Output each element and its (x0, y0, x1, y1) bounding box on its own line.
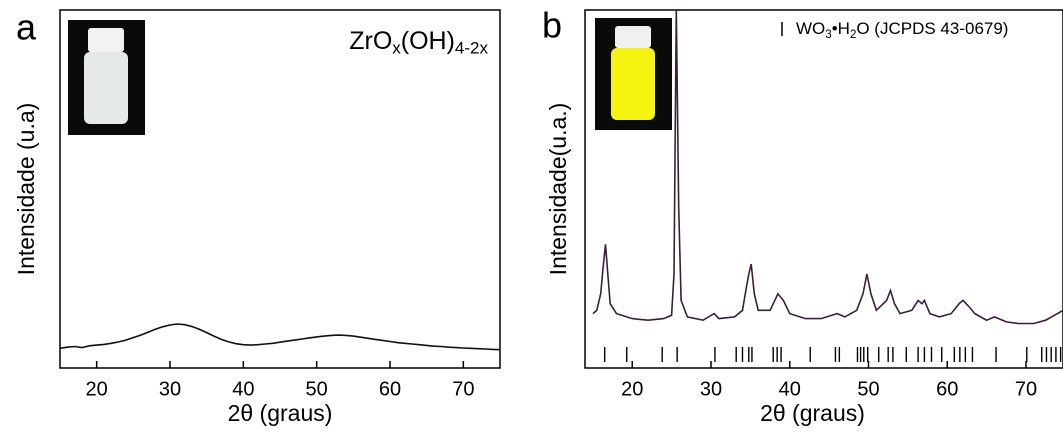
annotation-subscript: 3 (825, 29, 831, 41)
x-tick-label: 30 (700, 378, 722, 400)
x-tick-label: 70 (1015, 378, 1037, 400)
x-axis-title: 2θ (graus) (760, 400, 865, 426)
xrd-curve (592, 9, 1063, 325)
xrd-curve (59, 323, 501, 351)
annotation: WO3•H2O (JCPDS 43-0679) (796, 19, 1008, 41)
y-axis-title: Intensidade (u.a) (13, 103, 39, 276)
inset-photo-b (595, 18, 672, 130)
x-tick-label: 30 (159, 378, 181, 400)
x-tick-label: 40 (232, 378, 254, 400)
panel-label: b (542, 5, 562, 46)
annotation-text: O (JCPDS 43-0679) (856, 19, 1008, 38)
x-tick-label: 50 (857, 378, 879, 400)
x-tick-label: 50 (306, 378, 328, 400)
annotation-subscript: x (392, 39, 401, 58)
annotation-text: (OH) (401, 27, 455, 55)
inset-photo-a (68, 20, 145, 135)
y-axis-title: Intensidade(u.a.) (545, 103, 571, 276)
panel-label: a (16, 7, 37, 48)
annotation: ZrOx(OH)4-2x (349, 27, 488, 58)
annotation-text: ZrO (349, 27, 392, 55)
x-tick-label: 20 (86, 378, 108, 400)
plot-frame (59, 9, 501, 369)
x-tick-label: 60 (379, 378, 401, 400)
annotation-subscript: 4-2x (455, 39, 489, 58)
x-tick-label: 70 (452, 378, 474, 400)
x-axis-title: 2θ (graus) (228, 400, 333, 426)
x-tick-label: 60 (936, 378, 958, 400)
plot-frame (584, 9, 1063, 369)
x-tick-label: 40 (779, 378, 801, 400)
annotation-text: WO (796, 19, 825, 38)
annotation-subscript: 2 (850, 29, 856, 41)
x-tick-label: 20 (621, 378, 643, 400)
annotation-text: •H (832, 19, 850, 38)
